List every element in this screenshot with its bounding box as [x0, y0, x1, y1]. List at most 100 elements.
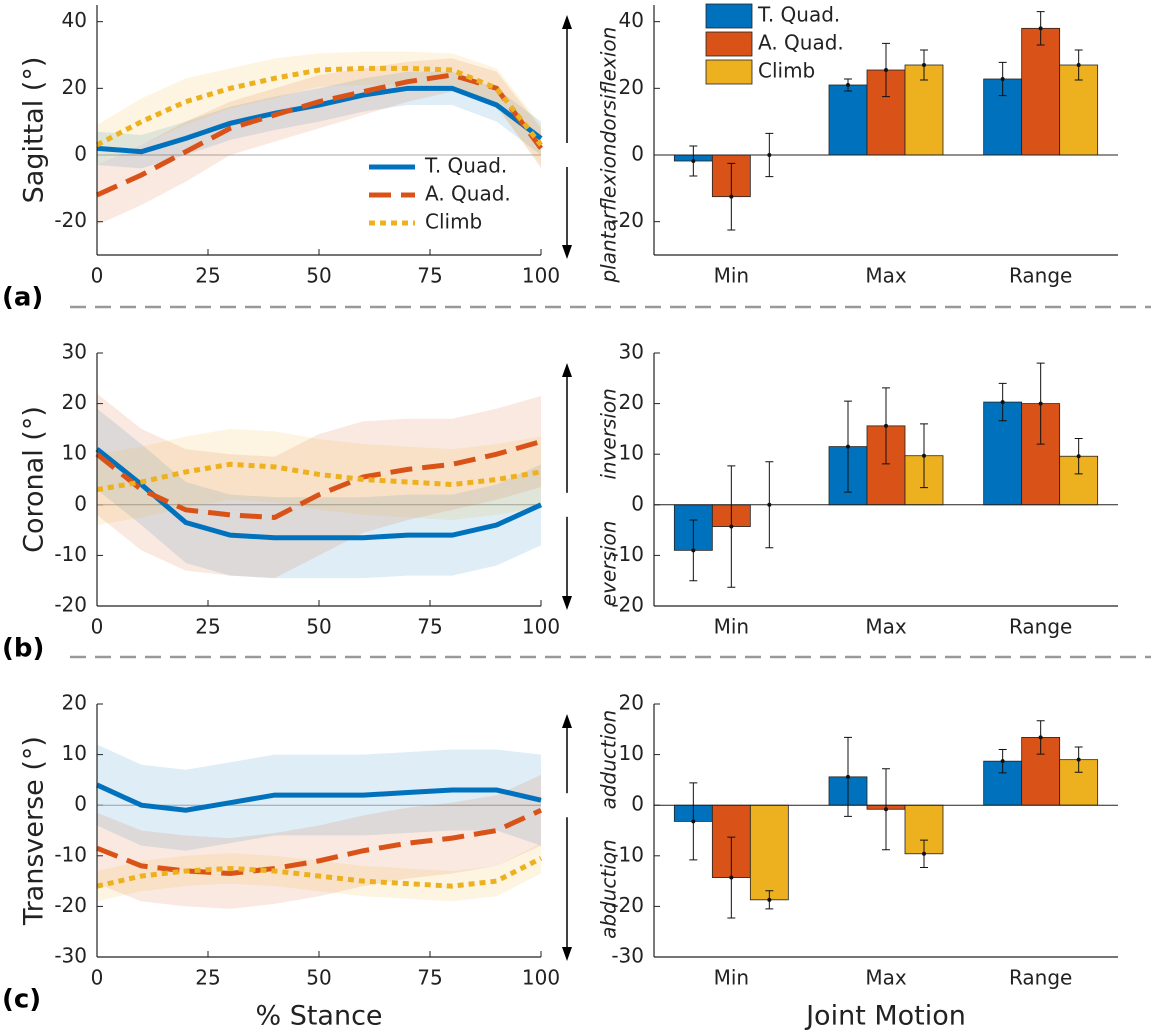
- x-tick-label: 50: [306, 264, 331, 288]
- error-mean: [1076, 63, 1081, 67]
- y-tick-label: 10: [619, 741, 644, 765]
- direction-label: abduction: [597, 839, 621, 939]
- sd-band: [97, 393, 541, 579]
- sd-band: [97, 774, 541, 909]
- y-tick-label: 10: [62, 741, 87, 765]
- error-mean: [691, 819, 696, 824]
- y-axis-title: Transverse (°): [19, 736, 50, 926]
- y-tick-label: 20: [62, 75, 87, 99]
- y-tick-label: -20: [54, 208, 87, 232]
- y-tick-label: -20: [611, 208, 644, 232]
- error-mean: [846, 83, 850, 87]
- x-tick-label: 75: [417, 615, 442, 639]
- x-tick-label: 50: [306, 615, 331, 639]
- y-tick-label: -10: [54, 542, 87, 566]
- error-mean: [1038, 26, 1043, 31]
- y-tick-label: 0: [74, 142, 87, 166]
- legend-label: Climb: [425, 210, 482, 234]
- direction-label: eversion: [597, 521, 621, 607]
- error-mean: [884, 423, 888, 428]
- x-tick-label: Max: [865, 615, 907, 639]
- legend-swatch: [705, 59, 753, 85]
- y-tick-label: -20: [54, 893, 87, 917]
- error-mean: [884, 68, 888, 72]
- arrow-head: [562, 714, 572, 728]
- y-tick-label: -10: [611, 842, 644, 866]
- y-tick-label: 20: [619, 75, 644, 99]
- error-mean: [691, 548, 696, 553]
- error-mean: [922, 63, 926, 67]
- error-mean: [1038, 735, 1043, 740]
- legend-swatch: [705, 31, 753, 57]
- x-tick-label: 0: [91, 966, 104, 990]
- panel-label: (a): [2, 283, 43, 313]
- bar: [749, 804, 789, 901]
- arrow-head: [562, 245, 572, 259]
- line: [95, 447, 543, 541]
- direction-label: plantarflexion: [597, 143, 621, 283]
- line: [95, 65, 543, 148]
- arrow-head: [562, 596, 572, 610]
- error-mean: [729, 875, 734, 880]
- x-axis-title: Joint Motion: [804, 1001, 966, 1032]
- x-tick-label: 25: [195, 264, 220, 288]
- x-tick-label: 100: [522, 966, 560, 990]
- y-tick-label: 30: [619, 340, 644, 364]
- line: [96, 807, 543, 877]
- error-mean: [846, 774, 850, 779]
- x-axis-title: % Stance: [255, 1001, 382, 1032]
- arrow-head: [562, 15, 572, 29]
- y-tick-label: 40: [619, 8, 644, 32]
- y-tick-label: -20: [611, 893, 644, 917]
- error-mean: [729, 194, 734, 199]
- y-tick-label: -10: [611, 542, 644, 566]
- error-mean: [1038, 401, 1043, 406]
- x-tick-label: 75: [417, 264, 442, 288]
- x-tick-label: Min: [714, 966, 750, 990]
- y-tick-label: 0: [631, 491, 644, 515]
- line: [95, 782, 542, 813]
- x-tick-label: 25: [195, 966, 220, 990]
- y-tick-label: 10: [62, 441, 87, 465]
- legend-label: T. Quad.: [424, 154, 507, 178]
- legend-swatch: [705, 3, 753, 29]
- panel-label: (b): [2, 634, 44, 664]
- error-mean: [767, 502, 772, 507]
- y-tick-label: -10: [54, 842, 87, 866]
- bar: [828, 84, 868, 156]
- error-mean: [884, 807, 888, 812]
- x-tick-label: 50: [306, 966, 331, 990]
- sd-band: [97, 744, 541, 851]
- error-mean: [1000, 400, 1005, 405]
- x-tick-label: Range: [1009, 264, 1072, 288]
- y-tick-label: 20: [62, 691, 87, 715]
- line: [96, 461, 542, 493]
- error-mean: [767, 897, 772, 902]
- error-mean: [767, 153, 772, 157]
- y-axis-title: Sagittal (°): [19, 57, 50, 204]
- line: [95, 439, 542, 520]
- x-tick-label: 100: [522, 264, 560, 288]
- y-tick-label: 20: [619, 390, 644, 414]
- x-tick-label: Min: [714, 615, 750, 639]
- error-mean: [922, 851, 926, 856]
- direction-label: dorsiflexion: [597, 27, 621, 144]
- x-tick-label: Min: [714, 264, 750, 288]
- direction-label: inversion: [597, 388, 621, 479]
- y-tick-label: -30: [54, 944, 87, 968]
- y-tick-label: 20: [619, 691, 644, 715]
- y-tick-label: 20: [62, 390, 87, 414]
- error-mean: [846, 444, 850, 449]
- line: [96, 85, 543, 155]
- y-tick-label: 30: [62, 340, 87, 364]
- direction-label: adduction: [597, 710, 621, 810]
- y-tick-label: 0: [631, 142, 644, 166]
- x-tick-label: 0: [91, 615, 104, 639]
- y-tick-label: 10: [619, 441, 644, 465]
- line: [95, 72, 544, 198]
- legend-label: T. Quad.: [757, 3, 840, 27]
- x-tick-label: 75: [417, 966, 442, 990]
- arrow-head: [562, 363, 572, 377]
- error-mean: [1000, 77, 1005, 81]
